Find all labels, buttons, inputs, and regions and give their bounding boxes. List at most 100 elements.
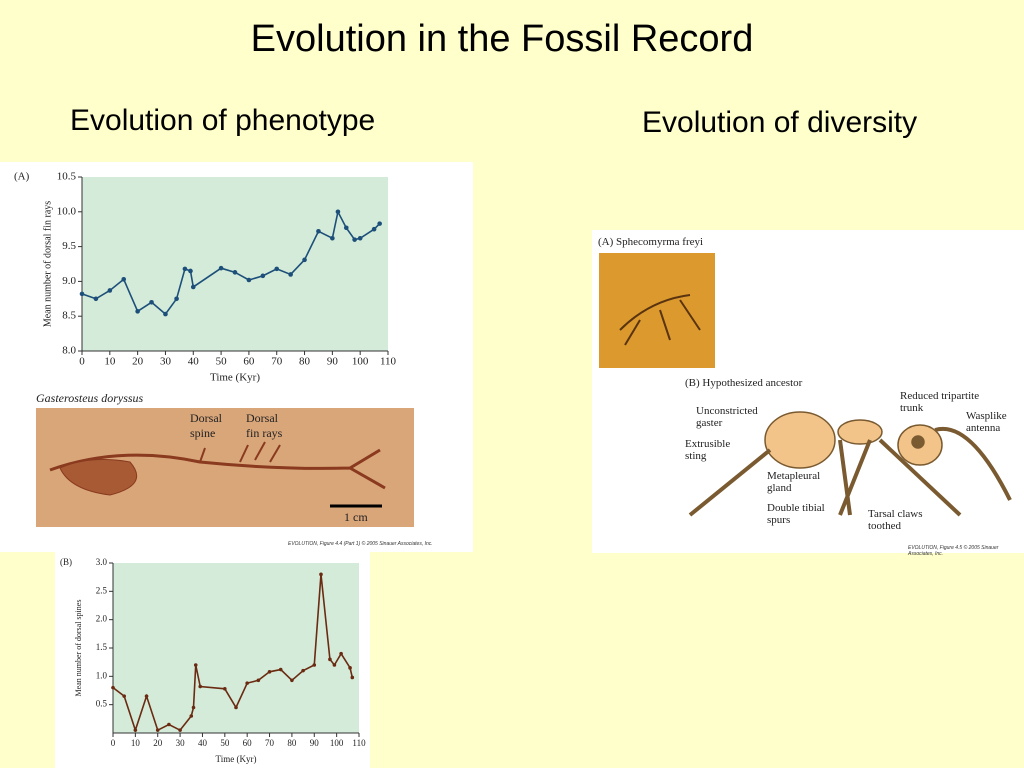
annotation: Unconstricted gaster [696, 405, 758, 429]
x-tick-label: 90 [327, 356, 339, 368]
annotation: Dorsal fin rays [246, 411, 283, 440]
data-point [178, 728, 182, 732]
y-tick-label: 10.5 [57, 171, 77, 183]
x-tick-label: 20 [153, 738, 163, 748]
data-point [174, 296, 179, 302]
data-point [316, 228, 321, 234]
annotation: Extrusible sting [685, 438, 731, 462]
x-tick-label: 90 [310, 738, 320, 748]
x-tick-label: 0 [79, 356, 85, 368]
data-point [357, 235, 363, 241]
data-point [245, 681, 249, 685]
data-point [191, 705, 196, 710]
data-point [267, 670, 272, 674]
data-point [111, 685, 115, 690]
data-point [328, 657, 332, 662]
fish-skeleton [49, 441, 386, 496]
x-tick-label: 10 [131, 738, 141, 748]
x-tick-label: 110 [352, 738, 366, 748]
y-axis-title: Mean number of dorsal fin rays [42, 201, 53, 327]
y-tick-label: 0.5 [96, 699, 108, 709]
y-tick-label: 2.5 [96, 585, 108, 595]
y-tick-label: 8.5 [62, 310, 76, 322]
x-tick-label: 0 [111, 738, 116, 748]
panel-label: (A) Sphecomyrma freyi [598, 236, 704, 248]
ant-fossil [619, 294, 701, 346]
ant-drawing [688, 411, 1012, 517]
x-tick-label: 40 [198, 738, 208, 748]
data-point [198, 684, 203, 689]
data-point [149, 299, 154, 305]
y-tick-label: 1.5 [96, 642, 108, 652]
data-point [330, 235, 335, 241]
credit: EVOLUTION, Figure 4.5 © 2005 Sinauer Ass… [908, 545, 999, 557]
x-tick-label: 40 [188, 356, 200, 368]
data-point [377, 221, 382, 226]
x-tick-label: 70 [271, 356, 283, 368]
y-tick-label: 1.0 [96, 670, 108, 680]
x-tick-label: 60 [243, 356, 255, 368]
y-tick-label: 9.5 [62, 240, 76, 252]
data-point [312, 663, 317, 667]
plot-area [113, 563, 359, 733]
heading: Evolution of phenotype [70, 104, 376, 137]
data-point [348, 666, 352, 670]
data-point [234, 705, 238, 710]
data-point [163, 311, 168, 317]
x-tick-label: 100 [352, 356, 369, 368]
x-tick-label: 70 [265, 738, 275, 748]
data-point [332, 663, 337, 667]
data-point [339, 651, 343, 656]
data-point [246, 277, 252, 283]
annotation: Tarsal claws toothed [868, 508, 923, 532]
y-axis-title: Mean number of dorsal spines [74, 600, 83, 697]
data-point [352, 237, 357, 242]
data-point [107, 288, 113, 293]
data-point [122, 694, 126, 698]
data-point [182, 266, 188, 272]
x-tick-label: 10 [104, 356, 116, 368]
y-tick-label: 8.0 [62, 345, 76, 357]
data-point [93, 296, 99, 302]
data-point [144, 694, 149, 698]
data-point [133, 728, 138, 732]
x-axis-title: Time (Kyr) [210, 372, 260, 384]
data-point [189, 714, 194, 718]
data-point [350, 675, 355, 680]
data-point [301, 668, 305, 673]
data-point [223, 687, 227, 691]
data-point [319, 572, 323, 577]
x-tick-label: 60 [243, 738, 253, 748]
x-tick-label: 20 [132, 356, 144, 368]
annotation: Wasplike antenna [966, 410, 1007, 434]
data-point [288, 272, 293, 277]
data-point [121, 277, 127, 282]
data-point [188, 268, 193, 274]
data-point [256, 678, 261, 683]
plot-area [82, 177, 388, 351]
panel-label: (B) Hypothesized ancestor [685, 377, 803, 389]
x-tick-label: 50 [216, 356, 228, 368]
annotation: Double tibial spurs [767, 502, 825, 526]
data-point [190, 284, 196, 290]
credit: EVOLUTION, Figure 4.4 (Part 1) © 2005 Si… [288, 541, 433, 547]
data-point [278, 667, 283, 672]
annotation: Dorsal spine [190, 411, 222, 440]
y-tick-label: 3.0 [96, 557, 108, 567]
y-tick-label: 9.0 [62, 275, 76, 287]
panel-label: (B) [60, 557, 72, 567]
data-line [81, 209, 381, 316]
x-tick-label: 110 [380, 356, 397, 368]
data-point [155, 728, 160, 732]
amber-photo [599, 253, 715, 368]
data-point [232, 270, 238, 275]
data-point [218, 265, 224, 271]
x-tick-label: 80 [287, 738, 297, 748]
x-tick-label: 30 [176, 738, 186, 748]
data-point [193, 663, 198, 667]
data-point [135, 309, 140, 314]
annotation: Reduced tripartite trunk [900, 390, 980, 414]
y-tick-label: 10.0 [57, 205, 77, 217]
